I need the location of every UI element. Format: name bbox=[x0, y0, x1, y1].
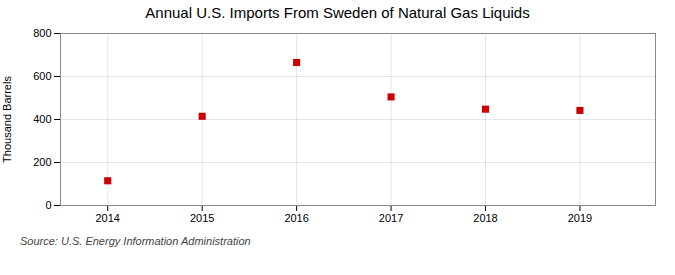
svg-text:2019: 2019 bbox=[568, 212, 592, 224]
svg-text:400: 400 bbox=[33, 113, 51, 125]
svg-text:0: 0 bbox=[45, 199, 51, 211]
svg-text:800: 800 bbox=[33, 27, 51, 39]
svg-text:2014: 2014 bbox=[95, 212, 119, 224]
html-text:Source: U.S. Energy Informatio: Source: U.S. Energy Information Administ… bbox=[20, 235, 251, 247]
svg-text:2017: 2017 bbox=[379, 212, 403, 224]
svg-text:2018: 2018 bbox=[473, 212, 497, 224]
svg-text:600: 600 bbox=[33, 70, 51, 82]
svg-text:2016: 2016 bbox=[284, 212, 308, 224]
svg-text:200: 200 bbox=[33, 156, 51, 168]
html-text:Annual U.S. Imports From Swede: Annual U.S. Imports From Sweden of Natur… bbox=[145, 4, 530, 21]
svg-text:Thousand Barrels: Thousand Barrels bbox=[1, 76, 13, 163]
svg-text:2015: 2015 bbox=[190, 212, 214, 224]
